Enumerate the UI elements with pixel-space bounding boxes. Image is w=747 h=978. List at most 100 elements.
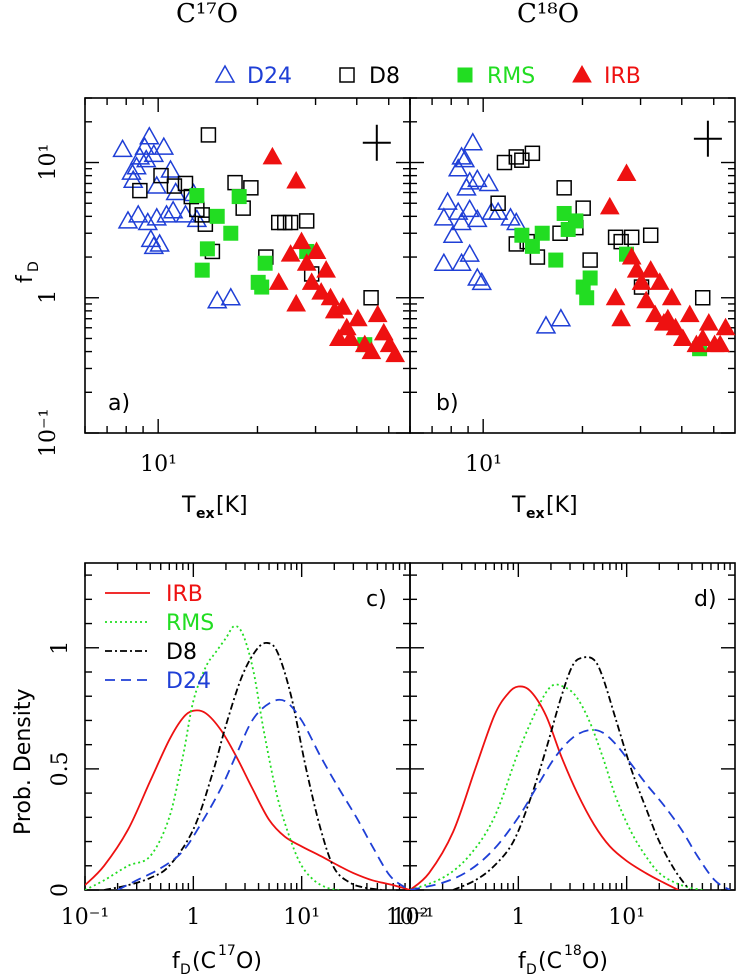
point-b-irb-18 (710, 334, 731, 353)
curve-c-rms (85, 625, 339, 890)
point-b-d24-25 (550, 308, 572, 327)
point-b-d8-12 (582, 252, 598, 268)
point-a-irb-18 (373, 322, 394, 341)
point-a-d24-0 (112, 138, 133, 158)
point-b-rms-3 (548, 252, 564, 268)
point-b-irb-0 (599, 196, 620, 215)
xlabel-bottom-left: f D (C 17 O) (172, 943, 262, 978)
point-a-d8-16 (282, 214, 299, 231)
point-a-d24-7 (143, 143, 165, 163)
legend-label-d8: D8 (166, 640, 197, 665)
svg-text:ex: ex (196, 506, 215, 522)
point-b-d24-19 (471, 271, 493, 291)
svg-text:D: D (526, 962, 537, 978)
xtick-label: 10⁻¹ (61, 905, 109, 930)
curve-c-d8 (103, 641, 382, 890)
point-a-d24-14 (117, 210, 139, 229)
point-a-irb-23 (329, 328, 349, 346)
panel-a-frame (84, 97, 411, 434)
point-a-d8-7 (200, 127, 217, 143)
legend-item-irb: IRB (105, 582, 203, 607)
point-b-irb-19 (605, 287, 626, 306)
svg-text:D: D (26, 261, 42, 272)
point-b-d24-7 (451, 146, 472, 165)
point-b-d8-14 (613, 233, 629, 250)
point-a-d8-15 (277, 214, 293, 231)
point-a-irb-17 (367, 304, 388, 323)
curve-d-d24 (410, 728, 731, 890)
svg-text:T: T (181, 493, 196, 518)
point-b-d24-1 (437, 191, 458, 210)
ytick-label: 10¹ (36, 144, 61, 181)
point-b-d8-4 (524, 145, 541, 162)
legend-label-irb: IRB (604, 64, 641, 89)
point-b-d24-15 (433, 252, 455, 271)
svg-text:T: T (511, 493, 526, 518)
point-a-d24-22 (140, 228, 162, 248)
curve-d-irb (410, 685, 679, 890)
point-b-irb-7 (645, 304, 665, 323)
curve-c-d24 (117, 698, 406, 890)
point-a-rms-7 (254, 279, 270, 295)
point-b-d8-18 (694, 290, 711, 306)
point-a-d8-10 (227, 174, 243, 191)
point-a-irb-8 (316, 260, 336, 278)
point-b-d8-1 (496, 154, 513, 171)
point-b-irb-16 (698, 313, 719, 331)
legend-marker-irb (572, 64, 592, 83)
point-b-irb-13 (679, 304, 700, 323)
xtick-label: 10² (392, 905, 429, 930)
panel-c-label: c) (366, 587, 387, 612)
svg-text:ex: ex (526, 506, 545, 522)
point-a-d8-9 (197, 216, 214, 232)
legend-marker-rms (457, 67, 473, 83)
xtick-label: 10¹ (465, 452, 502, 477)
point-b-d24-12 (451, 211, 472, 231)
point-a-d8-3 (177, 175, 194, 192)
point-b-irb-5 (636, 290, 657, 309)
point-a-irb-9 (320, 287, 341, 306)
point-a-rms-3 (209, 208, 225, 224)
panel-d-label: d) (694, 587, 717, 612)
point-a-d8-6 (194, 207, 210, 223)
legend-label-irb: IRB (166, 582, 203, 607)
point-b-irb-10 (661, 287, 682, 306)
point-a-d24-1 (121, 161, 142, 180)
ytick-label: 10⁻¹ (36, 409, 61, 457)
point-b-d24-10 (478, 172, 500, 192)
panel-b-frame (409, 97, 736, 434)
point-a-irb-14 (347, 308, 368, 327)
xlabel-bottom-right: f D (C 18 O) (518, 943, 608, 978)
point-a-d24-3 (129, 146, 151, 165)
point-b-irb-21 (611, 308, 632, 327)
svg-text:[K]: [K] (546, 493, 578, 518)
point-a-irb-3 (291, 231, 312, 250)
data-marks (85, 120, 736, 890)
point-b-d24-14 (467, 208, 488, 228)
panel-b-label: b) (436, 391, 459, 416)
point-b-d24-23 (506, 211, 527, 231)
point-b-irb-22 (715, 317, 736, 336)
point-b-d24-24 (535, 315, 557, 334)
point-a-d24-16 (137, 211, 159, 231)
point-a-irb-4 (296, 253, 317, 271)
point-a-d24-2 (126, 156, 147, 175)
point-a-irb-5 (301, 272, 322, 290)
point-b-d24-13 (459, 198, 480, 218)
point-b-irb-12 (672, 328, 693, 346)
point-b-d8-8 (556, 180, 572, 196)
point-b-d24-18 (467, 267, 488, 286)
point-a-d8-19 (363, 290, 379, 306)
ylabel-bottom: Prob. Density (11, 689, 36, 836)
legend-marker-d24 (214, 64, 236, 83)
xlabel-top-right: T ex [K] (511, 493, 578, 522)
point-a-d24-6 (135, 149, 157, 168)
point-a-rms-2 (199, 241, 215, 257)
legend-item-d24: D24 (214, 64, 292, 89)
xtick-label: 10¹ (283, 905, 320, 930)
point-b-irb-15 (692, 328, 713, 346)
point-b-rms-0 (514, 227, 530, 243)
point-a-d24-18 (156, 204, 177, 223)
svg-text:17: 17 (218, 943, 236, 959)
ytick-label: 1 (48, 641, 73, 655)
